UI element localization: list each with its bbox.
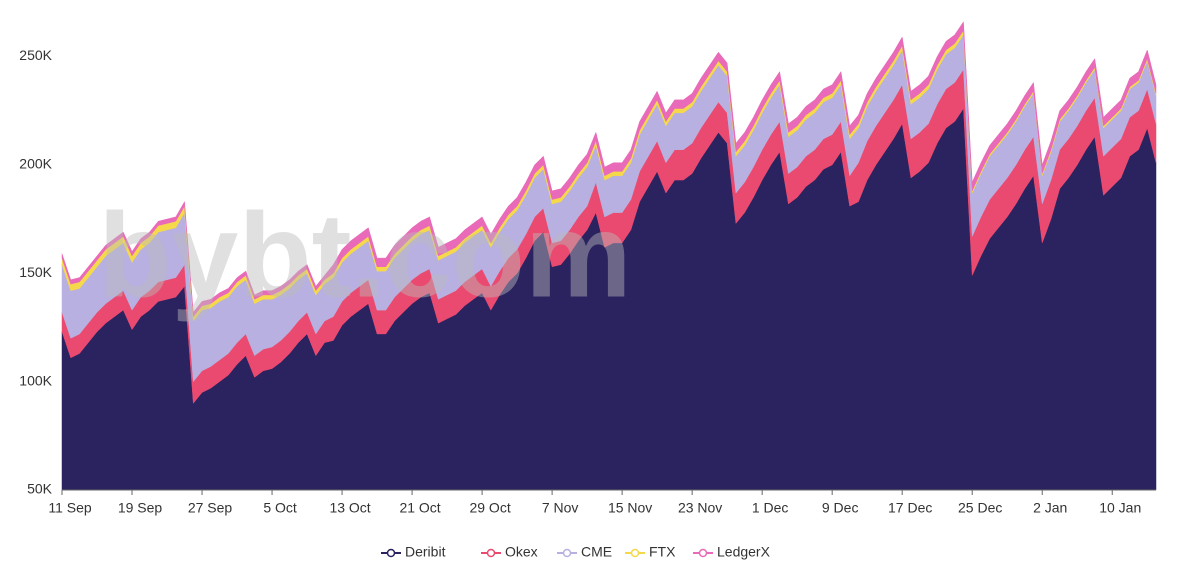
legend-marker — [562, 548, 572, 558]
x-tick-label: 23 Nov — [678, 500, 722, 516]
x-tick-label: 19 Sep — [118, 500, 163, 516]
plot-area — [61, 21, 1157, 491]
x-tick-label: 10 Jan — [1099, 500, 1141, 516]
x-tick-label: 11 Sep — [48, 500, 92, 516]
legend-item: Okex — [481, 544, 538, 560]
legend-marker — [698, 548, 708, 558]
x-tick-label: 25 Dec — [958, 500, 1002, 516]
legend-label: LedgerX — [717, 544, 771, 560]
y-tick-label: 250K — [19, 47, 52, 63]
legend-item: FTX — [625, 544, 676, 560]
y-tick-label: 150K — [19, 264, 52, 280]
area — [61, 21, 1157, 318]
x-tick-label: 17 Dec — [888, 500, 932, 516]
x-tick-label: 21 Oct — [399, 500, 440, 516]
x-tick-label: 15 Nov — [608, 500, 652, 516]
legend-item: CME — [557, 544, 612, 560]
x-tick-label: 2 Jan — [1033, 500, 1067, 516]
legend-marker — [630, 548, 640, 558]
x-tick-label: 5 Oct — [263, 500, 297, 516]
x-tick-label: 1 Dec — [752, 500, 789, 516]
watermark: bybt.com — [98, 189, 631, 323]
legend-marker — [386, 548, 396, 558]
legend-marker — [486, 548, 496, 558]
x-tick-label: 29 Oct — [469, 500, 510, 516]
x-tick-label: 9 Dec — [822, 500, 859, 516]
y-tick-label: 50K — [27, 481, 53, 497]
x-tick-label: 13 Oct — [329, 500, 370, 516]
legend-item: Deribit — [381, 544, 446, 560]
x-tick-label: 27 Sep — [188, 500, 233, 516]
legend-label: CME — [581, 544, 612, 560]
legend-label: FTX — [649, 544, 676, 560]
y-tick-label: 100K — [19, 372, 52, 388]
legend-label: Okex — [505, 544, 538, 560]
legend-item: LedgerX — [693, 544, 771, 560]
legend-label: Deribit — [405, 544, 446, 560]
y-tick-label: 200K — [19, 156, 52, 172]
x-tick-label: 7 Nov — [542, 500, 579, 516]
